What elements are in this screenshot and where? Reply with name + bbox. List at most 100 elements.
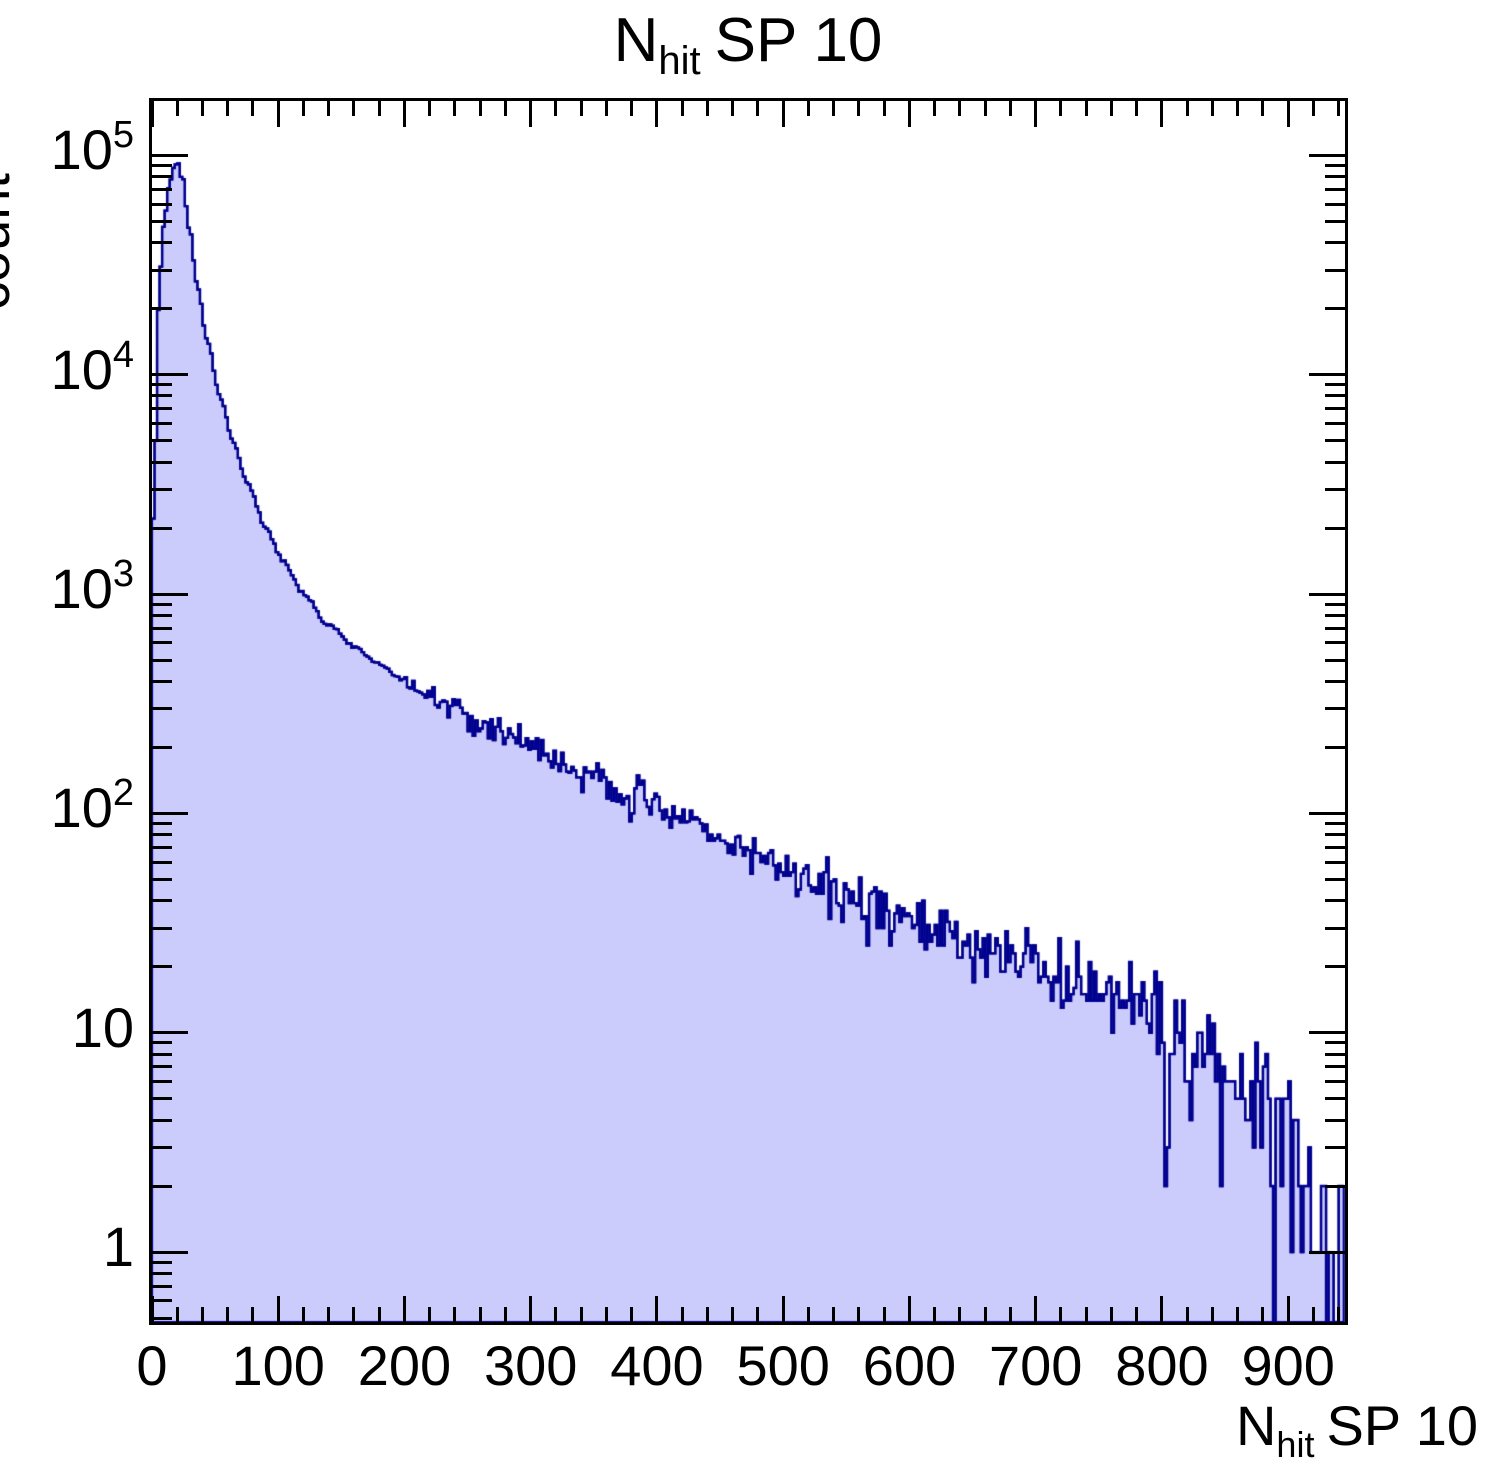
y-tick-minor-right	[1325, 220, 1345, 223]
x-tick-major-top	[1160, 101, 1163, 127]
y-tick-minor-right	[1325, 269, 1345, 272]
y-tick-minor	[152, 878, 172, 881]
x-tick-label: 900	[1241, 1336, 1334, 1396]
x-tick-minor-top	[1312, 101, 1315, 116]
x-tick-minor	[580, 1307, 583, 1322]
y-tick-minor-right	[1325, 659, 1345, 662]
y-tick-major-right	[1309, 373, 1345, 376]
y-tick-minor	[152, 307, 172, 310]
x-tick-minor-top	[1261, 101, 1264, 116]
y-tick-minor-right	[1325, 394, 1345, 397]
y-tick-minor	[152, 439, 172, 442]
y-tick-minor-right	[1325, 707, 1345, 710]
y-tick-minor-right	[1325, 241, 1345, 244]
y-tick-minor	[152, 1097, 172, 1100]
y-tick-minor-right	[1325, 861, 1345, 864]
x-tick-minor-top	[479, 101, 482, 116]
y-tick-minor-right	[1325, 1053, 1345, 1056]
x-tick-label: 800	[1115, 1336, 1208, 1396]
x-tick-minor-top	[352, 101, 355, 116]
y-tick-minor	[152, 383, 172, 386]
y-tick-minor	[152, 241, 172, 244]
x-tick-minor	[706, 1307, 709, 1322]
x-tick-minor	[1009, 1307, 1012, 1322]
x-tick-minor	[1186, 1307, 1189, 1322]
x-tick-minor-top	[857, 101, 860, 116]
x-tick-minor	[1135, 1307, 1138, 1322]
x-tick-minor-top	[1059, 101, 1062, 116]
x-axis-title-rest: SP 10	[1326, 1394, 1478, 1457]
x-tick-minor	[428, 1307, 431, 1322]
x-tick-minor-top	[428, 101, 431, 116]
x-tick-minor	[756, 1307, 759, 1322]
y-tick-minor-right	[1325, 1080, 1345, 1083]
y-tick-minor	[152, 488, 172, 491]
x-tick-minor-top	[327, 101, 330, 116]
x-tick-minor-top	[378, 101, 381, 116]
y-tick-minor	[152, 1065, 172, 1068]
x-tick-minor-top	[201, 101, 204, 116]
y-tick-minor-right	[1325, 407, 1345, 410]
x-tick-minor	[1236, 1307, 1239, 1322]
x-tick-minor-top	[933, 101, 936, 116]
y-tick-minor-right	[1325, 627, 1345, 630]
y-tick-minor	[152, 203, 172, 206]
y-tick-minor	[152, 861, 172, 864]
x-tick-minor	[832, 1307, 835, 1322]
y-tick-minor	[152, 965, 172, 968]
y-tick-minor	[152, 1299, 172, 1302]
y-tick-minor	[152, 1119, 172, 1122]
y-tick-minor	[152, 164, 172, 167]
x-tick-minor	[504, 1307, 507, 1322]
y-tick-minor-right	[1325, 1041, 1345, 1044]
x-tick-minor-top	[681, 101, 684, 116]
y-tick-minor-right	[1325, 422, 1345, 425]
y-tick-minor	[152, 822, 172, 825]
y-tick-minor-right	[1325, 439, 1345, 442]
y-tick-minor	[152, 627, 172, 630]
x-tick-major	[1287, 1296, 1290, 1322]
x-tick-minor	[605, 1307, 608, 1322]
x-tick-minor	[630, 1307, 633, 1322]
x-tick-label: 500	[736, 1336, 829, 1396]
y-tick-minor-right	[1325, 1065, 1345, 1068]
y-tick-minor-right	[1325, 965, 1345, 968]
x-tick-minor-top	[984, 101, 987, 116]
x-tick-minor-top	[706, 101, 709, 116]
x-tick-label: 200	[358, 1336, 451, 1396]
x-tick-minor-top	[807, 101, 810, 116]
x-tick-minor	[1085, 1307, 1088, 1322]
x-tick-minor	[479, 1307, 482, 1322]
y-tick-minor	[152, 220, 172, 223]
y-tick-minor-right	[1325, 383, 1345, 386]
y-tick-major-right	[1309, 1251, 1345, 1254]
x-tick-minor-top	[504, 101, 507, 116]
x-tick-minor-top	[630, 101, 633, 116]
y-tick-minor	[152, 422, 172, 425]
y-tick-minor	[152, 1080, 172, 1083]
plot-frame	[149, 98, 1348, 1325]
x-tick-minor	[958, 1307, 961, 1322]
y-tick-minor	[152, 269, 172, 272]
y-tick-minor-right	[1325, 822, 1345, 825]
x-tick-minor-top	[1211, 101, 1214, 116]
y-tick-minor	[152, 927, 172, 930]
x-tick-major-top	[908, 101, 911, 127]
x-tick-minor	[554, 1307, 557, 1322]
x-tick-minor-top	[226, 101, 229, 116]
x-tick-minor	[857, 1307, 860, 1322]
x-tick-major-top	[1287, 101, 1290, 127]
x-tick-label: 100	[232, 1336, 325, 1396]
y-tick-minor-right	[1325, 203, 1345, 206]
y-tick-minor-right	[1325, 746, 1345, 749]
x-tick-major-top	[655, 101, 658, 127]
y-tick-minor-right	[1325, 488, 1345, 491]
x-tick-minor	[378, 1307, 381, 1322]
x-tick-minor	[352, 1307, 355, 1322]
y-tick-minor	[152, 1185, 172, 1188]
y-tick-minor	[152, 461, 172, 464]
x-tick-minor	[1059, 1307, 1062, 1322]
x-tick-minor	[201, 1307, 204, 1322]
x-tick-minor-top	[1337, 101, 1340, 116]
y-tick-minor	[152, 1053, 172, 1056]
